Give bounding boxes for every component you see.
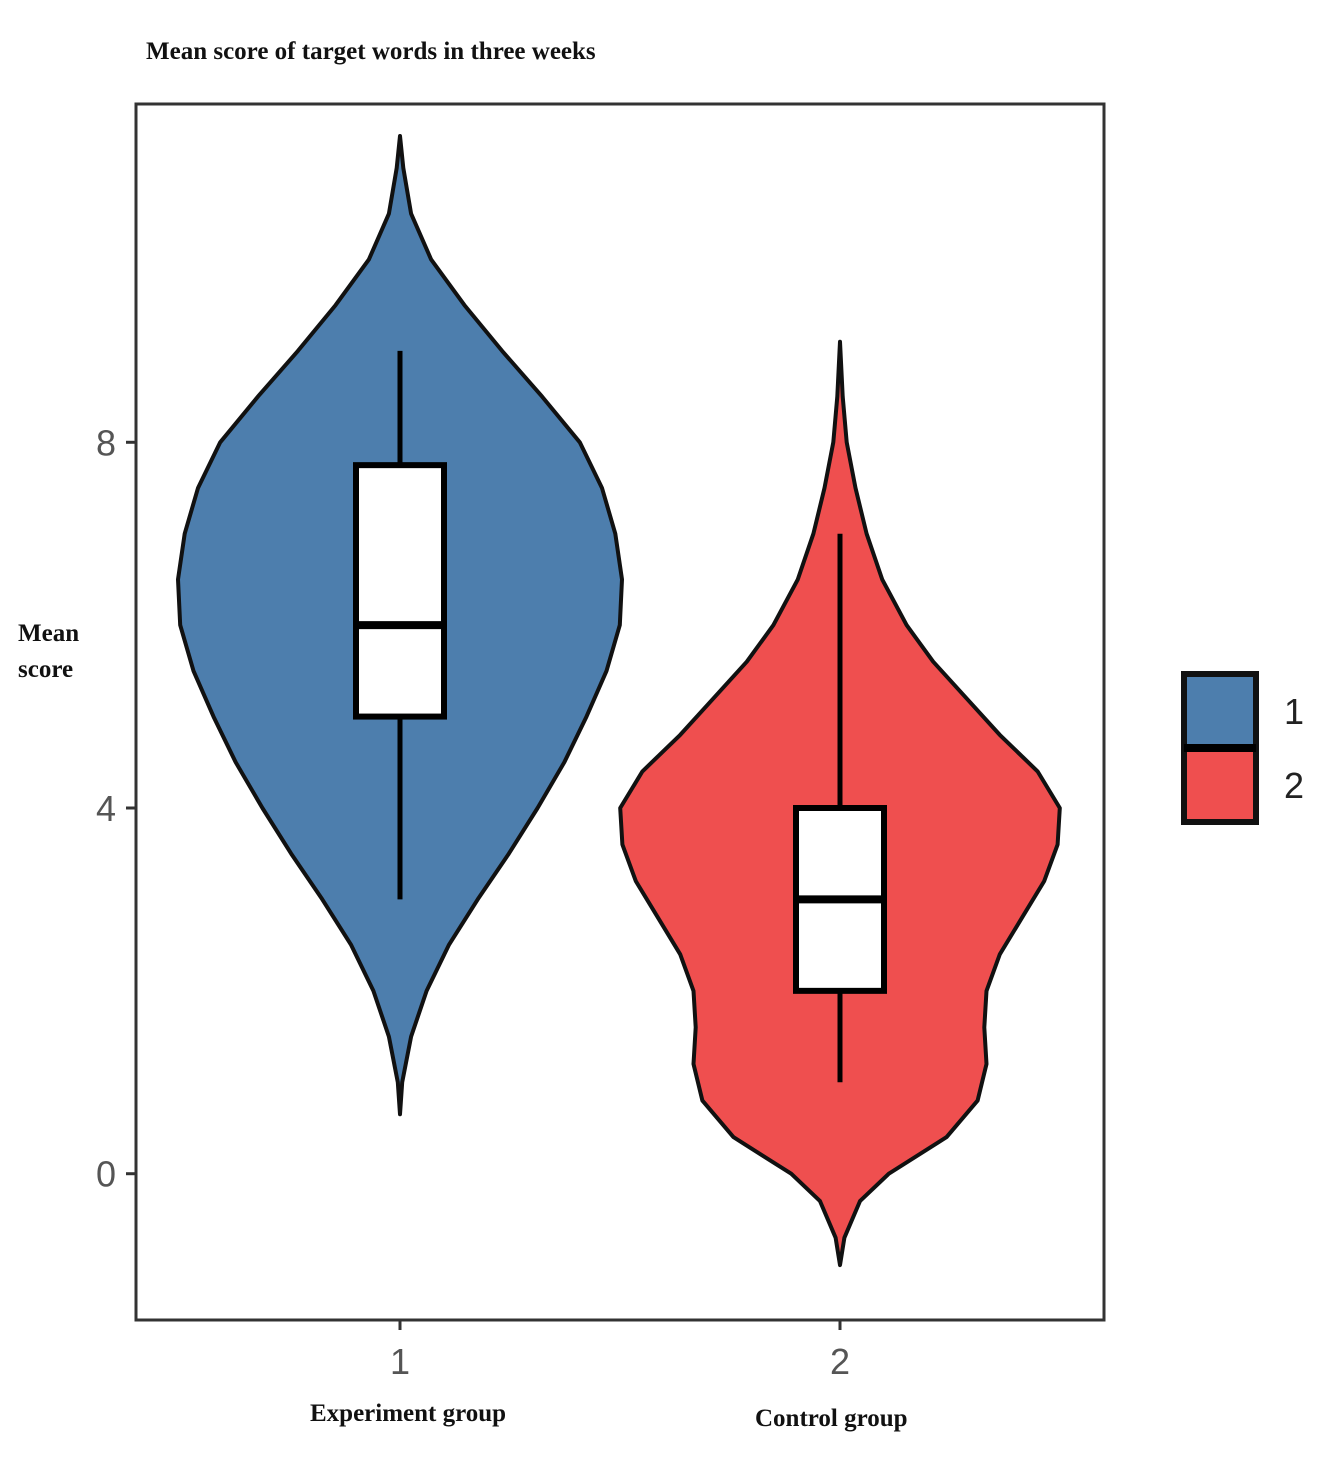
y-axis-label-line1: Mean [18,620,79,647]
x-axis-label-control: Control group [755,1405,908,1432]
legend-swatch-2 [1184,748,1256,822]
chart-title: Mean score of target words in three week… [146,38,596,65]
x-tick-label-1: 1 [390,1341,410,1382]
legend-label-2: 2 [1284,765,1304,806]
x-tick-label-2: 2 [830,1341,850,1382]
plot-panel-border [134,102,1106,1322]
y-axis-label-line2: score [18,656,73,683]
x-axis-label-experiment: Experiment group [310,1400,506,1427]
y-tick-label-8: 8 [96,422,116,463]
boxplot-box-1 [353,462,447,720]
legend: 12 [1181,671,1304,825]
plot-layer [176,134,1062,1268]
legend-swatch-1 [1184,674,1256,748]
y-tick-label-4: 4 [96,788,116,829]
y-tick-label-0: 0 [96,1154,116,1195]
legend-label-1: 1 [1284,691,1304,732]
